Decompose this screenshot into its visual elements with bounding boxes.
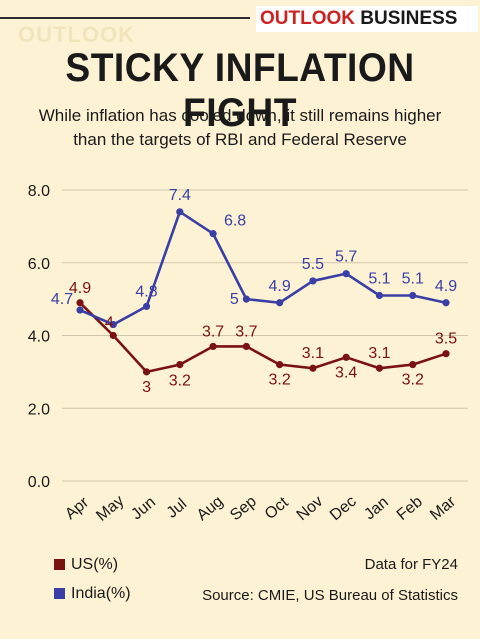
data-point [142, 368, 151, 376]
data-label: 5.7 [335, 249, 357, 266]
data-label: 4.8 [135, 283, 157, 300]
x-tick-label: Apr [62, 494, 93, 523]
data-point [142, 302, 151, 310]
data-point [242, 342, 250, 351]
data-point [375, 364, 384, 372]
data-label: 7.4 [169, 187, 191, 204]
data-label: 3.5 [435, 331, 457, 348]
x-tick-label: Sep [227, 493, 260, 524]
source-note: Source: CMIE, US Bureau of Statistics [202, 587, 458, 604]
x-tick-label: Dec [327, 493, 360, 524]
x-tick-label: Jan [361, 494, 392, 524]
data-point [76, 299, 84, 307]
data-label: 5 [230, 291, 239, 308]
data-point [442, 299, 450, 307]
series-line [79, 301, 447, 374]
data-label: 5.5 [302, 256, 324, 273]
data-point [176, 208, 184, 216]
data-label: 3.7 [235, 323, 257, 340]
top-rule [0, 17, 250, 19]
data-point [209, 342, 217, 351]
x-tick-label: Mar [427, 493, 460, 524]
brand-part2: BUSINESS [360, 8, 458, 29]
data-point [309, 277, 317, 285]
data-label: 3.2 [402, 372, 424, 389]
data-point [176, 361, 184, 369]
series-line [79, 210, 447, 326]
y-tick-label: 4.0 [28, 329, 50, 346]
brand-logo: OUTLOOK BUSINESS [256, 6, 478, 32]
x-tick-label: Oct [262, 494, 292, 523]
data-label: 3.1 [368, 345, 390, 362]
x-tick-label: Nov [294, 493, 327, 524]
data-label: 3.4 [335, 364, 357, 381]
data-point [442, 350, 450, 358]
brand-ghost-logo: OUTLOOK [18, 22, 135, 47]
data-label: 6.8 [224, 213, 246, 230]
data-label: 5.1 [402, 270, 424, 287]
y-tick-label: 0.0 [28, 474, 50, 491]
page-subtitle: While inflation has cooled down, it stil… [38, 106, 442, 149]
legend-label-us: US(%) [71, 556, 119, 573]
page-title: STICKY INFLATION FIGHT [65, 46, 415, 135]
data-label: 4.9 [435, 278, 457, 295]
x-tick-label: Aug [194, 493, 227, 524]
data-point [276, 361, 284, 369]
legend-item-us: US(%) [54, 556, 118, 574]
data-label: 3.7 [202, 323, 224, 340]
y-tick-label: 2.0 [28, 401, 50, 418]
data-label: 3.2 [169, 373, 191, 390]
data-label: 4.9 [269, 278, 291, 295]
legend-swatch-us [54, 559, 65, 570]
x-tick-label: Jun [128, 494, 159, 524]
data-point [109, 320, 117, 329]
brand-part1: OUTLOOK [260, 8, 355, 29]
legend-swatch-india [54, 588, 65, 599]
legend-item-india: India(%) [54, 585, 131, 603]
data-label: 5.1 [368, 270, 390, 287]
data-label: 4.9 [69, 280, 91, 297]
data-point [342, 270, 350, 278]
data-point [409, 361, 417, 369]
x-tick-label: May [93, 492, 127, 524]
x-tick-label: Feb [394, 493, 426, 524]
data-label: 3.2 [269, 372, 291, 389]
legend-label-india: India(%) [71, 585, 131, 602]
line-chart: 0.0 2.0 4.0 6.0 8.0 Apr May Jun Jul Aug Sep Oct Nov D… [28, 183, 468, 525]
data-point [276, 299, 284, 307]
data-point [242, 295, 250, 303]
data-point [409, 291, 417, 300]
y-tick-label: 8.0 [28, 183, 50, 200]
data-label: 4 [105, 315, 114, 332]
data-point [375, 291, 384, 300]
x-tick-label: Jul [164, 495, 191, 521]
data-point [209, 230, 217, 238]
top-bar: OUTLOOK OUTLOOK BUSINESS [0, 0, 480, 47]
data-label: 3 [142, 379, 151, 396]
data-point [76, 306, 84, 314]
data-label: 4.7 [51, 291, 73, 308]
data-point [309, 364, 317, 372]
data-label: 3.1 [302, 345, 324, 362]
data-point [109, 331, 117, 340]
y-tick-label: 6.0 [28, 256, 50, 273]
data-point [342, 353, 350, 361]
data-note: Data for FY24 [364, 556, 458, 573]
